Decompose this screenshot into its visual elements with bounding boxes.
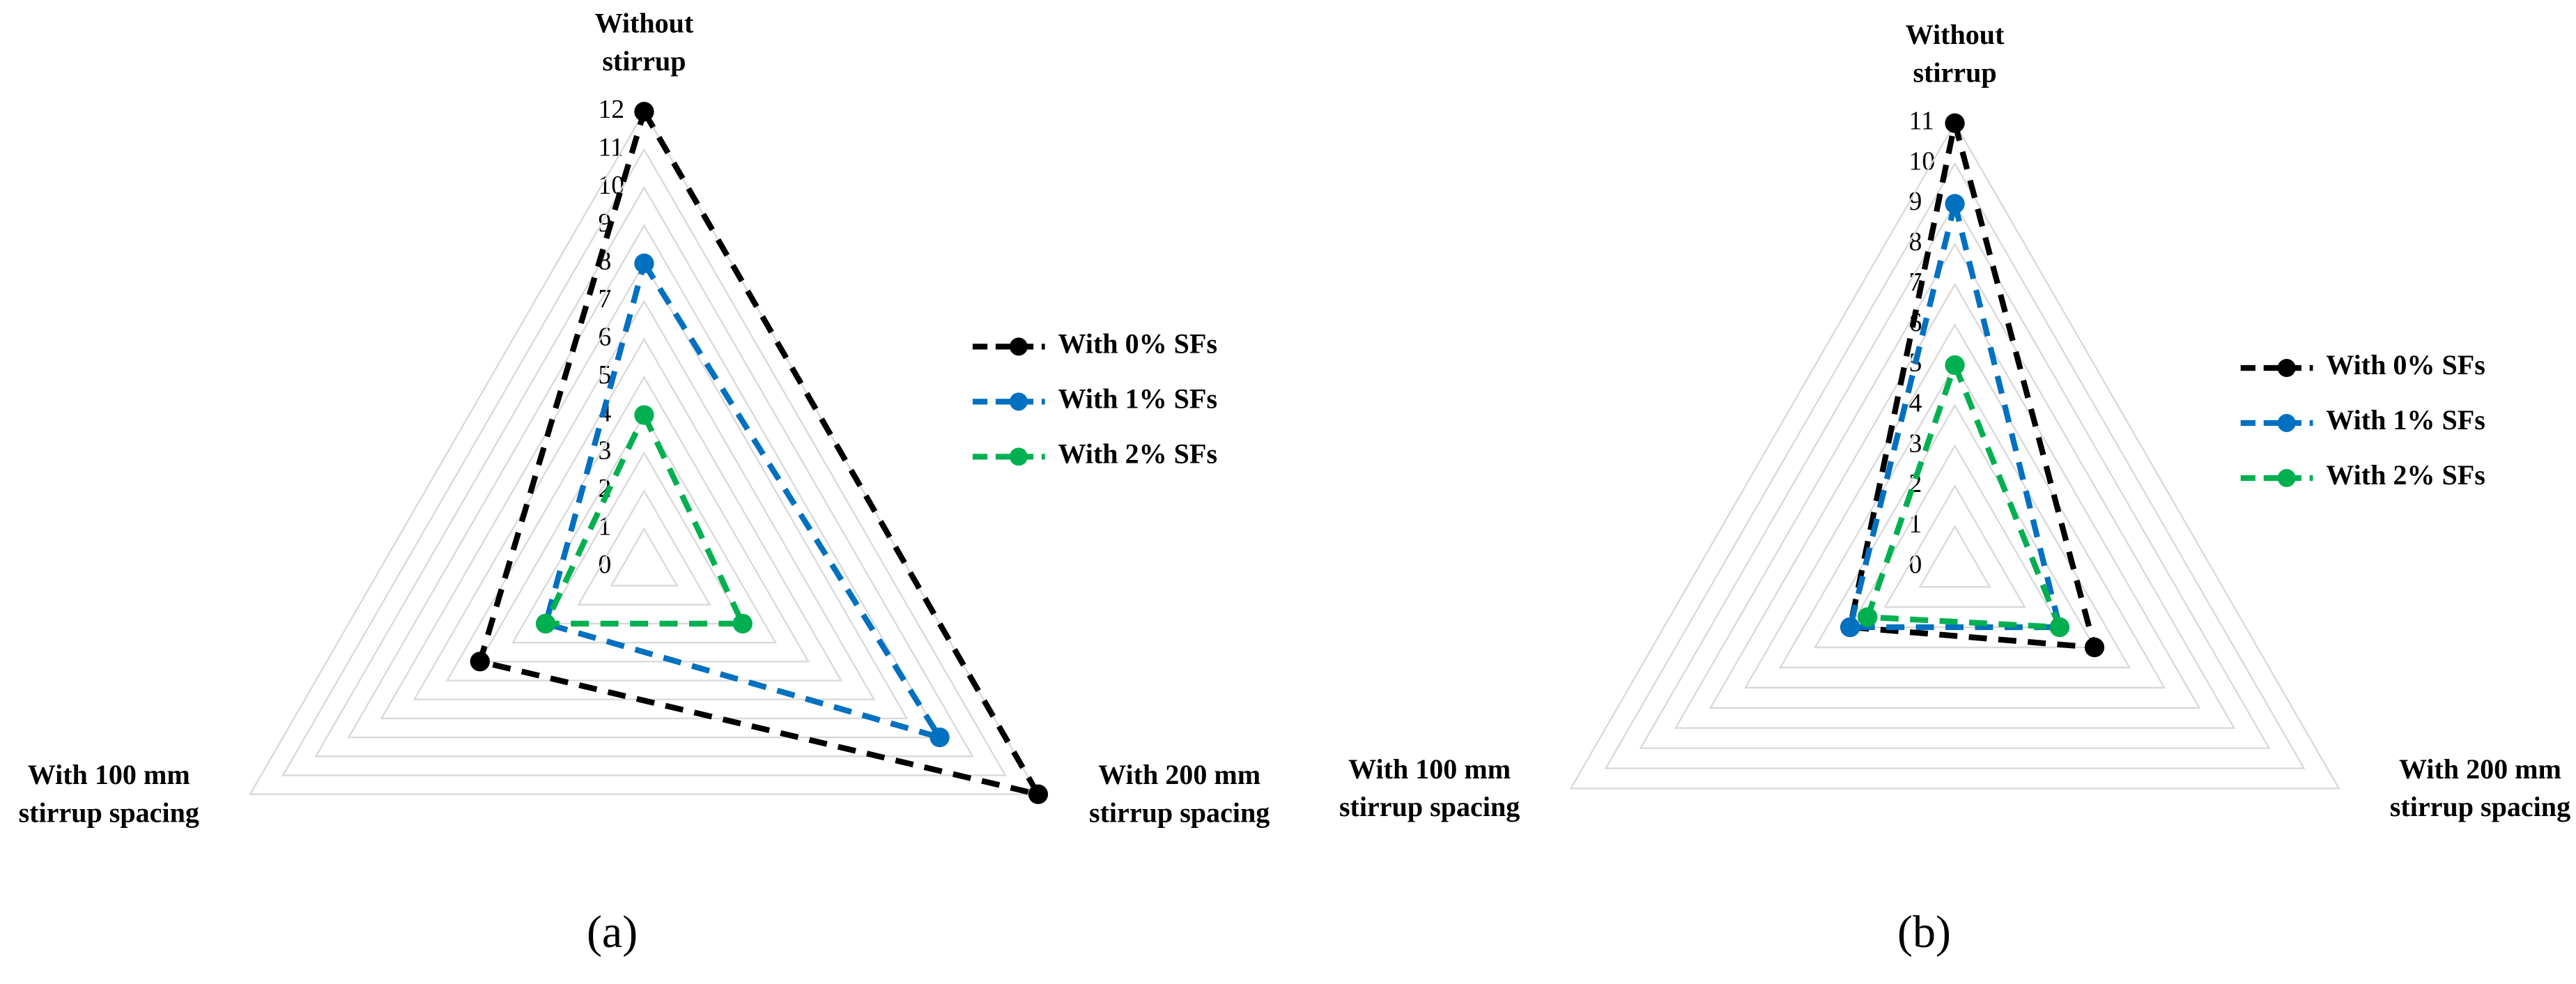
series-line — [541, 408, 748, 627]
data-point — [470, 652, 490, 672]
y-tick-label: 3 — [598, 436, 611, 466]
grid-ring — [511, 413, 777, 644]
y-tick-label: 11 — [1909, 106, 1934, 135]
data-point — [1945, 355, 1965, 376]
legend-label: With 1% SFs — [2326, 404, 2485, 436]
y-tick-label: 5 — [598, 360, 611, 390]
y-tick-label: 9 — [1909, 187, 1922, 216]
grid-ring — [281, 148, 1007, 776]
y-tick-label: 1 — [598, 512, 611, 541]
legend-marker — [2277, 468, 2296, 487]
grid-ring — [1569, 121, 2340, 790]
grid-ring — [544, 451, 744, 625]
y-tick-label: 12 — [598, 95, 624, 124]
grid-ring — [314, 185, 974, 758]
data-point — [2084, 637, 2105, 658]
data-point — [634, 253, 654, 274]
axis-label: Without stirrup — [595, 8, 694, 77]
legend-marker — [1009, 337, 1028, 356]
grid-ring — [610, 527, 679, 587]
grid-ring — [478, 375, 810, 663]
data-point — [1840, 617, 1860, 638]
series-line — [1846, 203, 2064, 631]
axis-label: With 200 mm stirrup spacing — [2390, 753, 2570, 822]
y-tick-label: 1 — [1909, 509, 1922, 539]
series-line — [1863, 357, 2065, 631]
grid-ring — [1918, 525, 1991, 588]
legend-marker — [2277, 414, 2296, 432]
y-tick-label: 7 — [598, 284, 611, 314]
legend-marker — [1009, 392, 1028, 411]
data-point — [634, 102, 654, 122]
legend-label: With 2% SFs — [2326, 459, 2485, 491]
axis-label: Without stirrup — [1906, 19, 2005, 88]
y-tick-label: 10 — [1909, 146, 1936, 176]
grid-ring — [1639, 202, 2271, 749]
axis-label: With 100 mm stirrup spacing — [1339, 753, 1520, 822]
axis-label: With 100 mm stirrup spacing — [19, 759, 199, 828]
data-point — [535, 613, 556, 634]
legend-label: With 1% SFs — [1058, 383, 1217, 415]
y-tick-label: 4 — [1909, 388, 1922, 417]
grid-ring — [1814, 403, 2097, 649]
data-point — [930, 727, 950, 748]
legend-label: With 2% SFs — [1058, 438, 1217, 470]
data-point — [1858, 607, 1878, 627]
grid-ring — [380, 261, 909, 720]
y-tick-label: 0 — [598, 550, 611, 579]
series-line — [476, 104, 1044, 799]
series-line — [542, 256, 946, 743]
data-point — [634, 405, 654, 425]
data-point — [1028, 784, 1049, 804]
y-tick-label: 3 — [1909, 429, 1922, 458]
data-point — [732, 613, 753, 634]
panel-label: (b) — [1897, 907, 1951, 958]
legend-marker — [1009, 447, 1028, 466]
panel-label: (a) — [587, 907, 638, 958]
y-tick-label: 11 — [598, 132, 623, 162]
y-tick-label: 0 — [1909, 550, 1922, 579]
grid-ring — [1709, 282, 2201, 709]
grid-ring — [1674, 243, 2236, 729]
legend-marker — [2277, 359, 2296, 377]
grid-ring — [1604, 162, 2306, 769]
grid-ring — [577, 489, 711, 606]
grid-ring — [1849, 444, 2061, 629]
data-point — [2049, 617, 2070, 638]
axis-label: With 200 mm stirrup spacing — [1089, 759, 1270, 828]
data-point — [1945, 113, 1965, 133]
grid-ring — [347, 224, 941, 739]
grid-ring — [1778, 363, 2131, 669]
y-tick-label: 6 — [598, 322, 611, 351]
series-line — [1846, 122, 2099, 651]
legend-label: With 0% SFs — [1058, 328, 1217, 360]
grid-ring — [412, 300, 876, 700]
grid-ring — [1883, 484, 2026, 608]
data-point — [1945, 194, 1965, 214]
y-tick-label: 8 — [1909, 227, 1922, 256]
grid-ring — [445, 337, 843, 682]
legend-label: With 0% SFs — [2326, 349, 2485, 380]
